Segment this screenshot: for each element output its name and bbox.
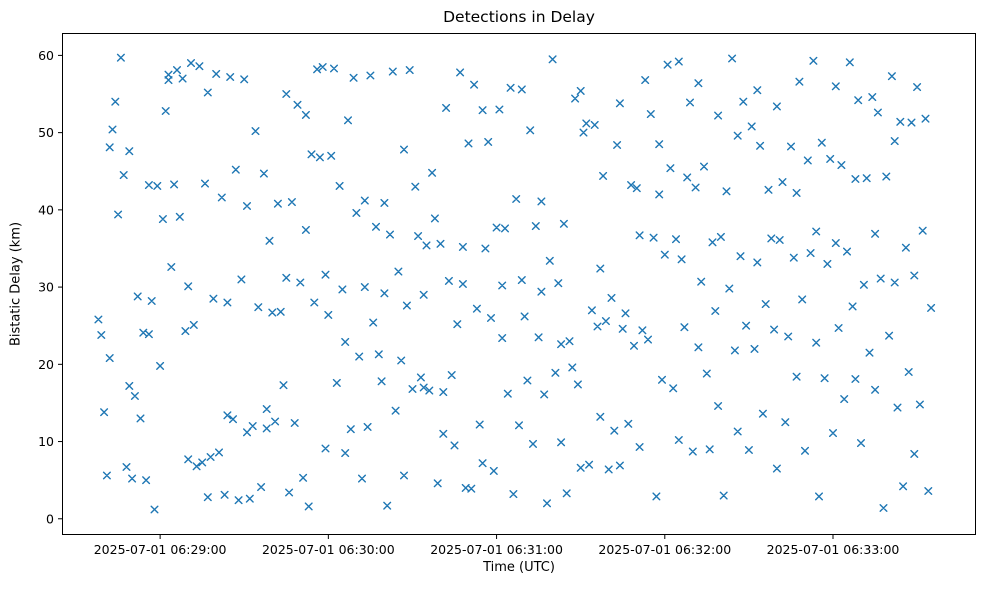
x-tick-label: 2025-07-01 06:31:00: [430, 542, 563, 557]
x-tick-label: 2025-07-01 06:30:00: [262, 542, 395, 557]
y-tick-label: 50: [38, 125, 54, 140]
scatter-points: [94, 53, 936, 514]
y-tick-label: 10: [38, 434, 54, 449]
y-tick-label: 30: [38, 280, 54, 295]
x-tick-label: 2025-07-01 06:29:00: [94, 542, 227, 557]
x-axis-label: Time (UTC): [483, 560, 555, 575]
x-tick-label: 2025-07-01 06:33:00: [767, 542, 900, 557]
y-tick-label: 60: [38, 48, 54, 63]
y-tick-label: 20: [38, 357, 54, 372]
x-tick-label: 2025-07-01 06:32:00: [598, 542, 731, 557]
y-tick-label: 0: [46, 511, 54, 526]
axes-frame: [62, 33, 976, 535]
y-tick-label: 40: [38, 202, 54, 217]
chart-title: Detections in Delay: [443, 8, 595, 26]
